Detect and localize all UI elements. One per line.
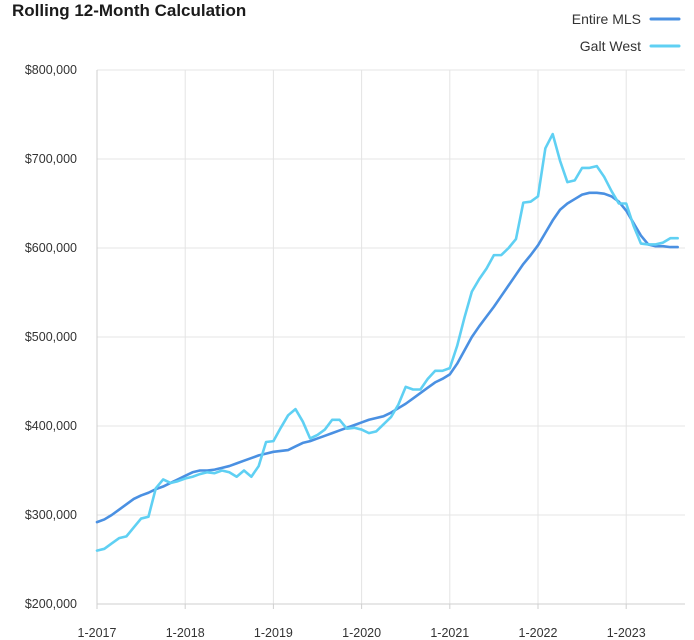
x-tick-label: 1-2021 bbox=[430, 626, 469, 640]
series-line-galt-west bbox=[95, 132, 679, 552]
chart-title: Rolling 12-Month Calculation bbox=[12, 1, 246, 20]
y-tick-label: $800,000 bbox=[25, 63, 77, 77]
x-tick-label: 1-2018 bbox=[166, 626, 205, 640]
axes: $200,000 $300,000 $400,000 $500,000 $600,000… bbox=[25, 63, 685, 640]
y-tick-label: $700,000 bbox=[25, 152, 77, 166]
y-tick-label: $600,000 bbox=[25, 241, 77, 255]
x-tick-label: 1-2019 bbox=[254, 626, 293, 640]
x-tick-label: 1-2023 bbox=[607, 626, 646, 640]
y-tick-label: $400,000 bbox=[25, 419, 77, 433]
y-tick-label: $500,000 bbox=[25, 330, 77, 344]
x-tick-label: 1-2020 bbox=[342, 626, 381, 640]
legend-label: Entire MLS bbox=[572, 11, 641, 27]
legend: Entire MLS Galt West bbox=[572, 11, 681, 54]
x-tick-label: 1-2022 bbox=[519, 626, 558, 640]
y-tick-label: $200,000 bbox=[25, 597, 77, 611]
x-tick-label: 1-2017 bbox=[78, 626, 117, 640]
legend-label: Galt West bbox=[580, 38, 641, 54]
series-line-entire-mls bbox=[95, 191, 679, 524]
series-lines bbox=[95, 132, 679, 552]
y-tick-label: $300,000 bbox=[25, 508, 77, 522]
grid bbox=[96, 69, 685, 605]
